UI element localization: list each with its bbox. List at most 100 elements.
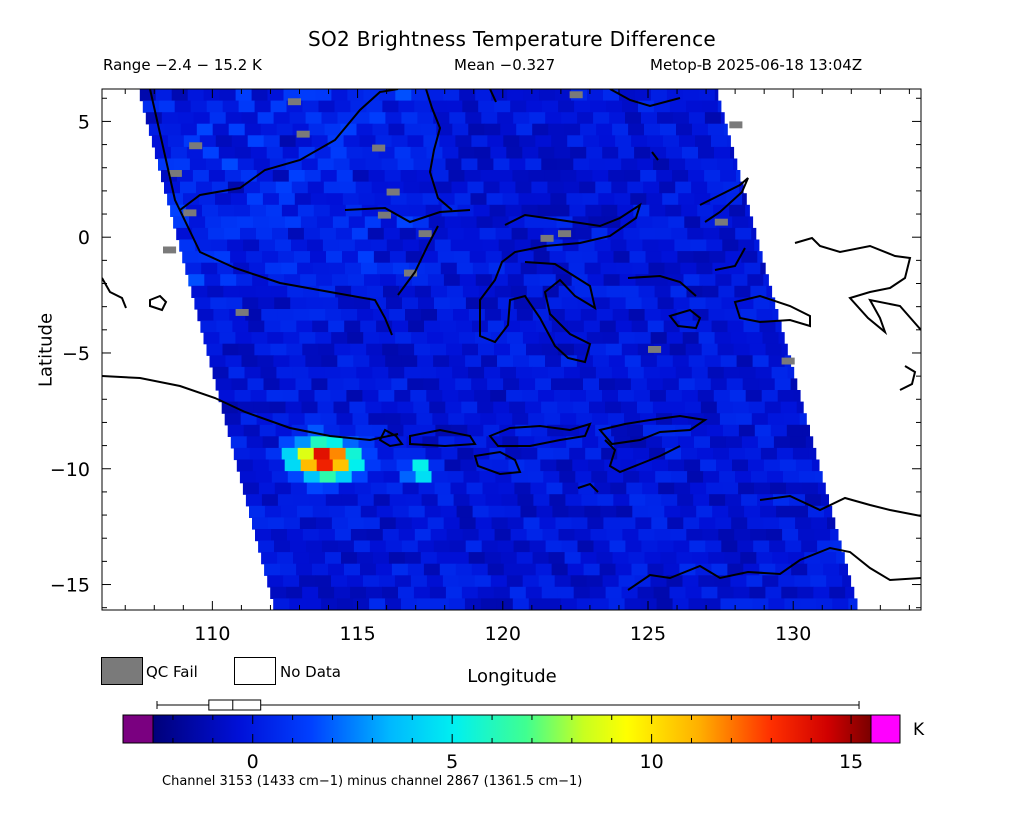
heatmap-cell (598, 193, 615, 206)
heatmap-cell (386, 297, 403, 310)
heatmap-cell (410, 146, 428, 160)
heatmap-cell (488, 505, 506, 518)
heatmap-cell (368, 413, 385, 426)
heatmap-cell (337, 112, 355, 125)
heatmap-cell (613, 494, 630, 507)
heatmap-cell (346, 146, 364, 160)
heatmap-cell (802, 424, 810, 437)
heatmap-cell (549, 251, 567, 264)
heatmap-cell (641, 540, 658, 553)
heatmap-cell (512, 598, 530, 610)
heatmap-cell (722, 482, 739, 495)
heatmap-cell (717, 586, 734, 599)
heatmap-cell (327, 378, 344, 391)
heatmap-cell (230, 436, 248, 449)
heatmap-cell (817, 482, 826, 495)
heatmap-cell (205, 216, 222, 229)
heatmap-cell (399, 227, 417, 241)
heatmap-cell (246, 193, 264, 206)
heatmap-cell (729, 390, 747, 403)
heatmap-cell (618, 390, 635, 403)
heatmap-cell (698, 332, 716, 345)
heatmap-cell (462, 285, 480, 298)
heatmap-cell (464, 413, 481, 426)
heatmap-cell (400, 413, 417, 426)
qc-fail-cell (163, 246, 177, 254)
heatmap-cell (281, 262, 298, 275)
heatmap-cell (805, 494, 822, 507)
heatmap-cell (426, 575, 444, 588)
heatmap-cell (829, 586, 846, 599)
heatmap-cell (328, 563, 345, 576)
heatmap-cell (669, 158, 686, 171)
heatmap-cell (723, 366, 741, 380)
heatmap-cell (600, 505, 617, 518)
heatmap-cell (708, 309, 726, 322)
heatmap-cell (606, 529, 623, 542)
heatmap-cell (357, 309, 374, 322)
heatmap-cell (498, 239, 516, 252)
heatmap-cell (468, 123, 485, 136)
heatmap-cell (324, 610, 341, 622)
heatmap-cell (545, 540, 563, 553)
heatmap-cell (650, 575, 668, 588)
heatmap-cell (358, 193, 376, 206)
heatmap-cell (612, 309, 630, 322)
heatmap-cell (683, 274, 701, 287)
heatmap-cell (375, 135, 393, 148)
heatmap-cell (215, 378, 233, 391)
heatmap-cell (326, 436, 344, 449)
heatmap-cell (262, 193, 280, 206)
heatmap-cell (277, 494, 295, 507)
heatmap-cell (187, 89, 205, 102)
heatmap-cell (660, 309, 678, 322)
heatmap-cell (291, 181, 309, 194)
heatmap-cell (484, 610, 501, 622)
heatmap-cell (580, 552, 598, 565)
heatmap-cell (673, 297, 691, 310)
heatmap-cell (395, 332, 412, 345)
heatmap-cell (656, 598, 674, 610)
heatmap-cell (357, 251, 375, 264)
heatmap-cell (794, 575, 811, 588)
heatmap-cell (531, 181, 548, 194)
heatmap-cell (443, 517, 461, 530)
heatmap-cell (438, 193, 456, 206)
heatmap-cell (401, 355, 418, 368)
heatmap-cell (281, 204, 299, 217)
heatmap-cell (479, 227, 497, 241)
heatmap-cell (209, 112, 227, 125)
heatmap-cell (802, 482, 819, 495)
heatmap-cell (513, 355, 530, 368)
heatmap-cell (189, 158, 207, 171)
heatmap-cell (714, 575, 731, 588)
heatmap-cell (255, 285, 272, 298)
heatmap-cell (382, 100, 399, 113)
heatmap-cell (609, 112, 626, 125)
so2-heatmap-cells (139, 89, 858, 622)
heatmap-cell (376, 320, 393, 333)
heatmap-cell (455, 563, 473, 576)
heatmap-cell (580, 309, 598, 322)
heatmap-cell (396, 459, 414, 472)
heatmap-cell (265, 262, 282, 275)
heatmap-cell (154, 146, 172, 160)
heatmap-cell (513, 297, 531, 310)
heatmap-cell (261, 552, 278, 565)
heatmap-cell (345, 204, 363, 217)
y-axis-label: Latitude (35, 312, 57, 388)
heatmap-cell (407, 378, 424, 391)
heatmap-cell (367, 285, 384, 298)
heatmap-cell (676, 610, 693, 622)
heatmap-cell (470, 436, 487, 449)
heatmap-cell (356, 366, 373, 380)
heatmap-cell (288, 413, 306, 426)
heatmap-cell (763, 274, 769, 287)
heatmap-cell (685, 100, 703, 113)
heatmap-cell (445, 158, 463, 171)
heatmap-cell (848, 598, 858, 610)
qc-fail-cell (287, 98, 301, 106)
heatmap-cell (427, 89, 444, 102)
heatmap-cell (748, 401, 766, 414)
heatmap-cell (719, 413, 737, 426)
